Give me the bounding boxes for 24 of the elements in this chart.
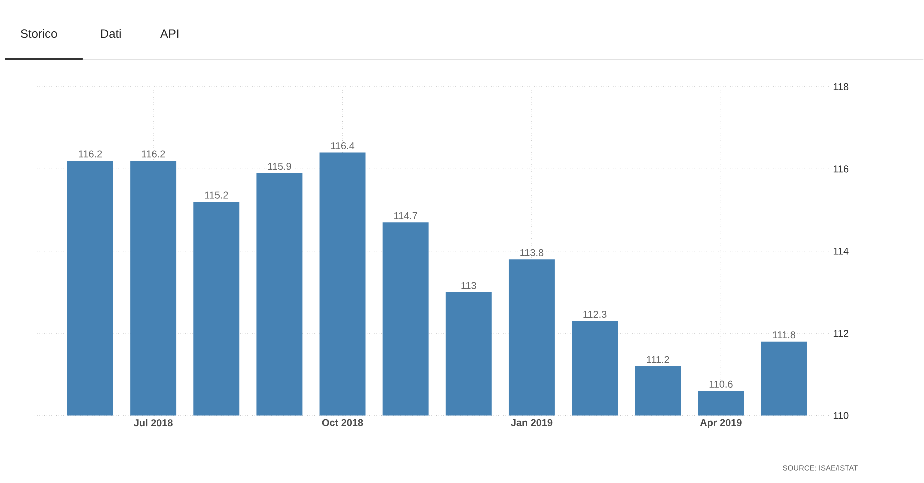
x-tick-label: Jan 2019 (511, 419, 553, 426)
y-tick-label: 114 (834, 248, 849, 255)
data-label: 113 (462, 282, 476, 290)
data-label: 115.2 (205, 192, 228, 199)
y-tick-label: 112 (834, 330, 849, 338)
data-label: 112.3 (584, 311, 607, 318)
x-tick-label: Oct 2018 (322, 419, 364, 426)
text: API (160, 30, 179, 38)
data-label: 111.2 (647, 356, 670, 364)
x-tick-label: Jul 2018 (134, 419, 173, 427)
x-tick-label: Apr 2019 (700, 419, 742, 428)
data-label: 110.6 (710, 381, 733, 388)
data-label: 114.7 (394, 212, 418, 220)
y-tick-label: 118 (834, 84, 849, 91)
data-label: 113.8 (520, 249, 544, 257)
data-label: 111.8 (773, 332, 796, 339)
data-label: 115.9 (268, 163, 292, 170)
data-label: 116.4 (331, 142, 355, 150)
text: Storico (21, 29, 58, 38)
data-label: 116.2 (142, 150, 166, 158)
data-label: 116.2 (79, 150, 102, 158)
text: Dati (101, 29, 121, 38)
y-tick-label: 116 (834, 166, 849, 173)
y-tick-label: 110 (834, 412, 849, 420)
